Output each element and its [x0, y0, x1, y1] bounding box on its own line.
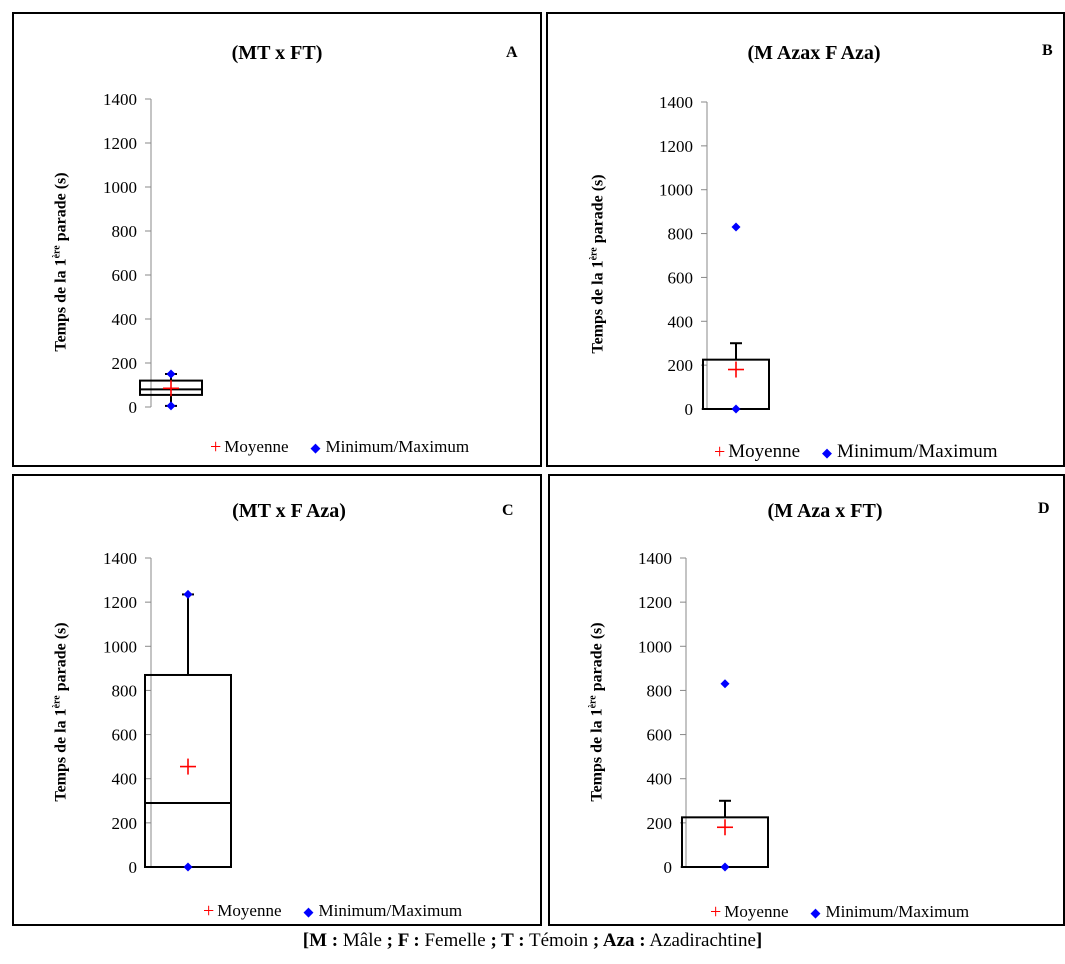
chart-plot-c: 0 200 400 600 800 1000 1200 1400: [103, 549, 232, 877]
chart-panel-b: 0 200 400 600 800 1000 1200 1400 (M Azax F Aza)…: [546, 12, 1065, 467]
y-tick-label: 1400: [638, 549, 672, 568]
y-tick-label: 0: [664, 858, 673, 877]
y-tick-label: 200: [647, 814, 673, 833]
y-tick-label: 600: [647, 726, 673, 745]
minmax-marker-icon: ◆: [810, 904, 821, 920]
mean-marker-icon: +: [210, 436, 222, 458]
mean-marker-icon: +: [203, 900, 215, 922]
y-tick-label: 200: [112, 814, 138, 833]
legend-c: + Moyenne ◆ Minimum/Maximum: [203, 901, 462, 921]
panel-letter-d: D: [1038, 500, 1050, 517]
legend-d: + Moyenne ◆ Minimum/Maximum: [710, 902, 969, 922]
y-axis-label-a: Temps de la 1ère parade (s): [51, 172, 70, 352]
legend-minmax-label: Minimum/Maximum: [825, 902, 970, 921]
chart-title-c: (MT x F Aza): [232, 500, 346, 522]
y-tick-label: 0: [685, 400, 694, 419]
minmax-marker-icon: ◆: [310, 439, 321, 455]
legend-mean-label: Moyenne: [724, 902, 789, 921]
y-tick-label: 1400: [103, 90, 137, 109]
y-tick-label: 600: [112, 266, 138, 285]
y-tick-label: 1200: [638, 593, 672, 612]
mean-marker-icon: +: [710, 901, 722, 923]
y-tick-label: 800: [647, 681, 673, 700]
panel-letter-b: B: [1042, 42, 1053, 59]
chart-panel-c: 0 200 400 600 800 1000 1200 1400 (MT x F Aza) C…: [12, 474, 542, 926]
y-tick-label: 400: [668, 312, 694, 331]
y-tick-label: 1000: [659, 181, 693, 200]
panel-letter-a: A: [506, 44, 518, 61]
y-tick-label: 400: [112, 310, 138, 329]
y-tick-label: 800: [112, 681, 138, 700]
mean-point: [717, 819, 733, 836]
y-axis-label-c: Temps de la 1ère parade (s): [51, 622, 70, 802]
chart-plot-b: 0 200 400 600 800 1000 1200 1400: [659, 93, 770, 419]
chart-title-d: (M Aza x FT): [767, 500, 883, 522]
max-point: [166, 369, 176, 379]
y-tick-label: 800: [668, 225, 694, 244]
chart-title-a: (MT x FT): [231, 42, 323, 64]
y-tick-label: 200: [668, 356, 694, 375]
y-tick-label: 400: [647, 770, 673, 789]
y-tick-label: 1000: [638, 637, 672, 656]
mean-marker-icon: +: [714, 441, 726, 463]
y-tick-label: 1200: [103, 593, 137, 612]
chart-plot-d: 0 200 400 600 800 1000 1200 1400: [638, 549, 769, 877]
chart-plot-a: 0 200 400 600 800 1000 1200 1400: [103, 90, 203, 417]
figure-caption: [M : Mâle ; F : Femelle ; T : Témoin ; A…: [302, 930, 763, 951]
y-tick-label: 1400: [659, 93, 693, 112]
legend-minmax-label: Minimum/Maximum: [325, 437, 470, 456]
legend-mean-label: Moyenne: [217, 901, 282, 920]
y-tick-label: 600: [112, 726, 138, 745]
y-tick-label: 400: [112, 770, 138, 789]
chart-panel-d: 0 200 400 600 800 1000 1200 1400 (M Aza x FT) D…: [548, 474, 1065, 926]
y-tick-label: 1000: [103, 637, 137, 656]
legend-a: + Moyenne ◆ Minimum/Maximum: [210, 437, 469, 457]
max-point: [183, 589, 193, 599]
max-point: [731, 222, 741, 232]
y-tick-label: 1400: [103, 549, 137, 568]
min-point: [183, 862, 193, 872]
y-tick-label: 1200: [659, 137, 693, 156]
legend-mean-label: Moyenne: [728, 441, 801, 462]
y-tick-label: 600: [668, 268, 694, 287]
y-tick-label: 0: [129, 398, 138, 417]
chart-title-b: (M Azax F Aza): [747, 42, 881, 64]
minmax-marker-icon: ◆: [822, 444, 833, 460]
mean-point: [163, 380, 179, 397]
y-tick-label: 1200: [103, 134, 137, 153]
y-tick-label: 200: [112, 354, 138, 373]
max-point: [720, 679, 730, 689]
legend-minmax-label: Minimum/Maximum: [318, 901, 463, 920]
mean-point: [180, 758, 196, 775]
y-axis-label-d: Temps de la 1ère parade (s): [587, 622, 606, 802]
legend-b: + Moyenne ◆ Minimum/Maximum: [714, 441, 998, 463]
min-point: [731, 404, 741, 414]
legend-mean-label: Moyenne: [224, 437, 289, 456]
y-axis-label-b: Temps de la 1ère parade (s): [588, 174, 607, 354]
min-point: [166, 401, 176, 411]
mean-point: [728, 361, 744, 378]
minmax-marker-icon: ◆: [303, 903, 314, 919]
y-tick-label: 0: [129, 858, 138, 877]
min-point: [720, 862, 730, 872]
y-tick-label: 1000: [103, 178, 137, 197]
panel-letter-c: C: [502, 502, 514, 519]
legend-minmax-label: Minimum/Maximum: [837, 441, 998, 462]
chart-panel-a: 0 200 400 600 800 1000 1200 1400 (MT x FT) A Te…: [12, 12, 542, 467]
y-tick-label: 800: [112, 222, 138, 241]
